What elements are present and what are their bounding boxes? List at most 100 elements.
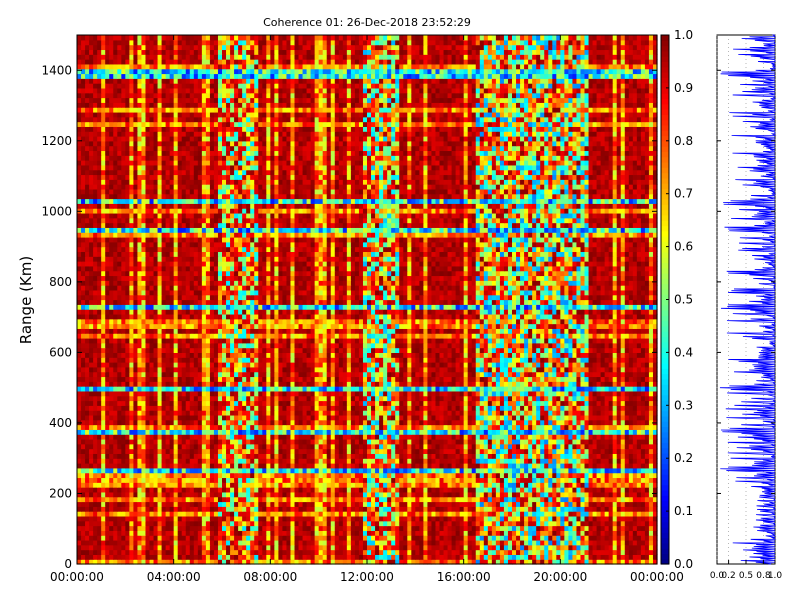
heatmap-cell	[588, 419, 594, 426]
heatmap-cell	[640, 525, 646, 531]
heatmap-cell	[238, 506, 243, 512]
heatmap-cell	[262, 539, 267, 546]
heatmap-cell	[258, 554, 263, 560]
heatmap-cell	[322, 424, 328, 430]
heatmap-cell	[197, 429, 203, 435]
heatmap-cell	[133, 549, 139, 555]
heatmap-cell	[491, 419, 497, 426]
heatmap-cell	[169, 501, 175, 507]
heatmap-cell	[286, 419, 292, 426]
heatmap-cell	[133, 511, 139, 517]
heatmap-cell	[165, 539, 171, 546]
heatmap-cell	[391, 515, 396, 522]
heatmap-cell	[153, 434, 159, 440]
heatmap-cell	[262, 477, 267, 483]
heatmap-cell	[644, 434, 650, 440]
heatmap-cell	[89, 434, 94, 440]
heatmap-cell	[387, 501, 392, 507]
heatmap-cell	[387, 544, 392, 551]
heatmap-cell	[375, 520, 380, 527]
heatmap-cell	[403, 535, 408, 541]
heatmap-cell	[290, 410, 296, 416]
heatmap-cell	[512, 491, 517, 498]
heatmap-cell	[415, 549, 420, 555]
heatmap-cell	[286, 549, 292, 555]
heatmap-cell	[286, 559, 292, 565]
heatmap-cell	[270, 424, 275, 430]
heatmap-cell	[624, 458, 630, 464]
heatmap-cell	[447, 544, 453, 551]
heatmap-cell	[322, 539, 328, 546]
heatmap-cell	[209, 554, 215, 560]
heatmap-cell	[185, 554, 191, 560]
heatmap-cell	[282, 448, 288, 454]
heatmap-cell	[238, 515, 243, 522]
heatmap-cell	[97, 458, 102, 464]
heatmap-cell	[242, 530, 247, 536]
heatmap-cell	[290, 501, 296, 507]
heatmap-cell	[173, 525, 179, 531]
heatmap-cell	[564, 544, 569, 551]
heatmap-cell	[274, 424, 279, 430]
heatmap-cell	[129, 515, 134, 522]
heatmap-cell	[302, 400, 308, 406]
heatmap-cell	[572, 453, 578, 459]
heatmap-cell	[592, 424, 598, 430]
heatmap-cell	[266, 419, 271, 426]
heatmap-cell	[395, 463, 400, 469]
heatmap-cell	[516, 448, 521, 454]
heatmap-cell	[435, 395, 441, 402]
heatmap-cell	[129, 429, 134, 435]
heatmap-cell	[648, 515, 654, 522]
heatmap-cell	[298, 506, 304, 512]
heatmap-cell	[584, 496, 590, 503]
heatmap-cell	[213, 410, 219, 416]
heatmap-cell	[367, 501, 372, 507]
heatmap-cell	[189, 511, 195, 517]
heatmap-cell	[101, 438, 106, 445]
heatmap-cell	[258, 506, 263, 512]
heatmap-cell	[491, 535, 497, 541]
heatmap-cell	[576, 429, 582, 435]
heatmap-cell	[648, 472, 654, 479]
heatmap-cell	[89, 443, 94, 450]
heatmap-cell	[419, 472, 424, 479]
heatmap-cell	[334, 443, 340, 450]
heatmap-cell	[254, 395, 259, 402]
heatmap-cell	[125, 506, 130, 512]
heatmap-cell	[330, 482, 336, 488]
heatmap-cell	[318, 515, 324, 522]
heatmap-cell	[479, 496, 485, 503]
heatmap-cell	[226, 482, 231, 488]
heatmap-cell	[371, 467, 376, 474]
heatmap-cell	[149, 395, 155, 402]
heatmap-cell	[306, 535, 312, 541]
heatmap-cell	[153, 463, 159, 469]
heatmap-cell	[318, 554, 324, 560]
heatmap-cell	[580, 535, 586, 541]
heatmap-cell	[354, 414, 360, 421]
heatmap-cell	[612, 530, 618, 536]
heatmap-cell	[242, 491, 247, 498]
heatmap-cell	[286, 434, 292, 440]
heatmap-cell	[109, 554, 114, 560]
heatmap-cell	[109, 539, 114, 546]
heatmap-cell	[129, 496, 134, 503]
heatmap-cell	[234, 544, 239, 551]
heatmap-cell	[423, 482, 429, 488]
heatmap-cell	[431, 405, 437, 411]
heatmap-cell	[507, 472, 513, 479]
heatmap-cell	[652, 520, 658, 527]
heatmap-cell	[133, 487, 139, 493]
heatmap-cell	[201, 463, 207, 469]
heatmap-cell	[286, 395, 292, 402]
heatmap-cell	[213, 549, 219, 555]
heatmap-cell	[556, 410, 561, 416]
heatmap-cell	[165, 496, 171, 503]
heatmap-cell	[459, 477, 465, 483]
heatmap-cell	[584, 554, 590, 560]
heatmap-cell	[648, 530, 654, 536]
heatmap-cell	[455, 438, 461, 445]
heatmap-cell	[624, 515, 630, 522]
heatmap-cell	[624, 506, 630, 512]
